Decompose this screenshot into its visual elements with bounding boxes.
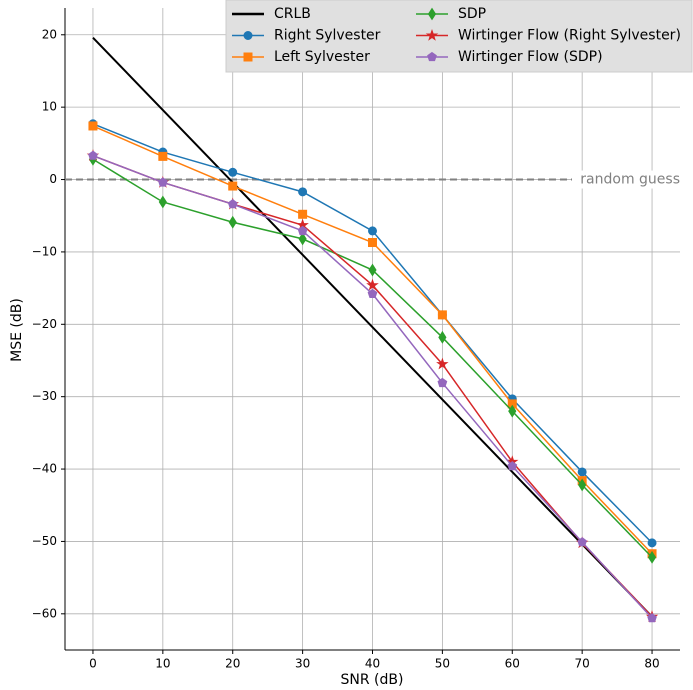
marker	[438, 330, 447, 344]
legend: CRLB Right Sylvester Left Sylvester SDP Wirt…	[225, 0, 693, 73]
marker	[228, 215, 237, 229]
marker	[436, 357, 449, 370]
marker	[297, 225, 308, 236]
x-tick-label: 70	[575, 657, 590, 671]
y-tick-label: 0	[49, 172, 57, 186]
legend-label: SDP	[458, 6, 486, 22]
y-tick-label: −30	[32, 389, 57, 403]
marker	[647, 613, 657, 623]
x-tick-label: 60	[505, 657, 520, 671]
marker	[243, 52, 253, 62]
marker	[228, 181, 238, 191]
marker	[425, 28, 439, 41]
marker	[647, 538, 657, 548]
marker	[577, 467, 587, 477]
legend-box	[225, 0, 693, 73]
series-line	[92, 36, 653, 618]
y-tick-label: −50	[32, 534, 57, 548]
marker	[427, 7, 437, 21]
marker	[158, 195, 167, 209]
marker	[298, 209, 308, 219]
marker	[228, 167, 238, 177]
legend-label: CRLB	[274, 6, 311, 22]
x-tick-label: 50	[435, 657, 450, 671]
legend-label: Left Sylvester	[274, 49, 370, 65]
marker	[227, 198, 238, 209]
marker	[366, 278, 379, 291]
marker	[367, 288, 378, 298]
marker	[88, 121, 98, 131]
legend-label: Wirtinger Flow (Right Sylvester)	[458, 28, 681, 44]
x-tick-label: 40	[365, 657, 380, 671]
marker	[158, 177, 168, 187]
x-tick-label: 0	[89, 657, 97, 671]
marker	[427, 51, 437, 62]
marker	[298, 232, 307, 246]
marker	[577, 537, 587, 547]
marker	[158, 151, 168, 161]
marker	[88, 150, 98, 160]
x-axis-label: SNR (dB)	[341, 672, 404, 688]
y-tick-label: −20	[32, 317, 57, 331]
x-tick-label: 80	[644, 657, 659, 671]
y-tick-label: −40	[32, 462, 57, 476]
legend-label: Wirtinger Flow (SDP)	[458, 49, 603, 65]
y-tick-label: −60	[32, 606, 57, 620]
annotation-background	[572, 170, 680, 189]
marker	[578, 478, 587, 492]
marker	[508, 404, 517, 418]
y-tick-label: 10	[42, 100, 57, 114]
marker	[437, 310, 447, 320]
marker	[298, 187, 308, 197]
marker	[243, 31, 253, 40]
y-axis-label: MSE (dB)	[9, 298, 25, 362]
x-tick-label: 10	[155, 657, 170, 671]
x-tick-label: 30	[295, 657, 310, 671]
x-tick-label: 20	[225, 657, 240, 671]
legend-label: Right Sylvester	[274, 28, 381, 44]
y-tick-label: 20	[42, 27, 57, 41]
annotation: random guess	[580, 172, 680, 188]
marker	[437, 377, 448, 388]
marker	[507, 461, 518, 471]
marker	[368, 263, 377, 277]
y-tick-label: −10	[32, 244, 57, 258]
marker	[368, 238, 377, 248]
marker	[647, 550, 657, 564]
marker	[368, 226, 377, 236]
